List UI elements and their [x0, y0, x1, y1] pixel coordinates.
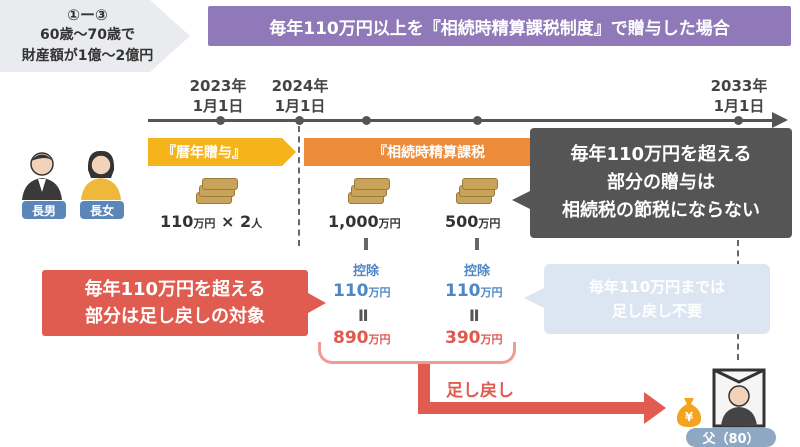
- note-red-line: 毎年110万円を超える: [84, 279, 266, 300]
- result-unit: 万円: [368, 333, 391, 346]
- note-blue-line: 足し戻し不要: [611, 302, 702, 320]
- scenario-age: 60歳〜70歳で: [40, 27, 135, 43]
- deduction-amount: 110万円: [333, 281, 391, 301]
- note-dark-line: 相続税の節税にならない: [562, 200, 760, 221]
- gift-1-unit: 万円: [378, 217, 401, 230]
- settlement-gift-bar: 『相続時精算課税: [304, 138, 554, 166]
- result-unit: 万円: [480, 333, 503, 346]
- note-dark-line: 部分の贈与は: [607, 172, 715, 193]
- scenario-tag: ①ー③ 60歳〜70歳で 財産額が1億〜2億円: [0, 0, 190, 72]
- yearly-gift-amount: 110万円 × 2人: [160, 212, 262, 231]
- daughter-label: 長女: [80, 201, 124, 219]
- father-portrait-icon: [712, 368, 766, 428]
- tick-2023: [216, 116, 225, 125]
- deduction-amount: 110万円: [445, 281, 503, 301]
- date-2033-year: 2033年: [710, 77, 768, 95]
- equals-sign: Ⅱ: [358, 306, 369, 325]
- divider-2024: [298, 126, 300, 246]
- result-amount: 890万円: [333, 328, 391, 348]
- return-arrowhead: [644, 392, 666, 424]
- deduction-value: 110: [445, 281, 481, 301]
- date-2024-year: 2024年: [271, 77, 329, 95]
- deduction-label: 控除: [352, 264, 379, 279]
- deduction-unit: 万円: [368, 286, 391, 299]
- note-dark-line: 毎年110万円を超える: [570, 144, 752, 165]
- note-no-addback: 毎年110万円までは 足し戻し不要: [544, 264, 770, 334]
- money-stack-icon: [196, 176, 238, 206]
- connector-bar: [364, 238, 368, 250]
- result-amount: 390万円: [445, 328, 503, 348]
- return-label: 足し戻し: [446, 381, 514, 401]
- tick-2024: [295, 116, 304, 125]
- title-banner: 毎年110万円以上を『相続時精算課税制度』で贈与した場合: [208, 6, 791, 46]
- note-dark-pointer: [512, 190, 532, 210]
- son-label: 長男: [22, 201, 66, 219]
- gift-2-unit: 万円: [478, 217, 501, 230]
- settlement-gift-1-amount: 1,000万円: [328, 212, 401, 231]
- note-blue-line: 毎年110万円までは: [588, 278, 726, 296]
- date-2024-day: 1月1日: [274, 97, 326, 115]
- timeline-axis: [148, 119, 776, 122]
- yearly-amount-value: 110: [160, 212, 194, 231]
- money-stack-icon: [456, 176, 498, 206]
- date-2024: 2024年 1月1日: [255, 76, 345, 116]
- tick-2033: [734, 116, 743, 125]
- connector-bar: [475, 238, 479, 250]
- addback-bracket: [318, 342, 516, 364]
- note-blue-pointer: [524, 288, 544, 308]
- gift-1-value: 1,000: [328, 212, 379, 231]
- yearly-amount-unit: 万円: [193, 217, 216, 230]
- father-label: 父（80）: [686, 428, 776, 447]
- yearly-person-unit: 人: [251, 217, 263, 230]
- date-2033: 2033年 1月1日: [694, 76, 784, 116]
- note-not-tax-saving: 毎年110万円を超える 部分の贈与は 相続税の節税にならない: [530, 128, 792, 238]
- result-value: 890: [333, 328, 369, 348]
- tick-2025: [362, 116, 371, 125]
- return-arrow: [418, 364, 430, 414]
- timeline-arrowhead: [772, 112, 788, 128]
- equals-sign: Ⅱ: [469, 306, 480, 325]
- deduction-value: 110: [333, 281, 369, 301]
- scenario-number: ①ー③: [67, 6, 108, 24]
- money-stack-icon: [348, 176, 390, 206]
- daughter-avatar-icon: [81, 150, 121, 200]
- date-2023: 2023年 1月1日: [173, 76, 263, 116]
- yearly-gift-bar: 『暦年贈与』: [148, 138, 296, 166]
- svg-text:¥: ¥: [685, 410, 694, 424]
- note-addback-target: 毎年110万円を超える 部分は足し戻しの対象: [42, 270, 308, 336]
- date-2023-day: 1月1日: [192, 97, 244, 115]
- deduction-unit: 万円: [480, 286, 503, 299]
- note-red-line: 部分は足し戻しの対象: [85, 306, 265, 327]
- son-avatar-icon: [22, 152, 62, 200]
- gift-2-value: 500: [445, 212, 479, 231]
- settlement-gift-2-amount: 500万円: [445, 212, 500, 231]
- return-arrow: [418, 402, 644, 414]
- note-red-pointer: [308, 293, 326, 313]
- tick-2026: [473, 116, 482, 125]
- yearly-times: × 2: [220, 212, 252, 231]
- deduction-label: 控除: [463, 264, 490, 279]
- date-2023-year: 2023年: [189, 77, 247, 95]
- money-bag-icon: ¥: [676, 398, 702, 427]
- scenario-assets: 財産額が1億〜2億円: [21, 48, 154, 64]
- date-2033-day: 1月1日: [713, 97, 765, 115]
- result-value: 390: [445, 328, 481, 348]
